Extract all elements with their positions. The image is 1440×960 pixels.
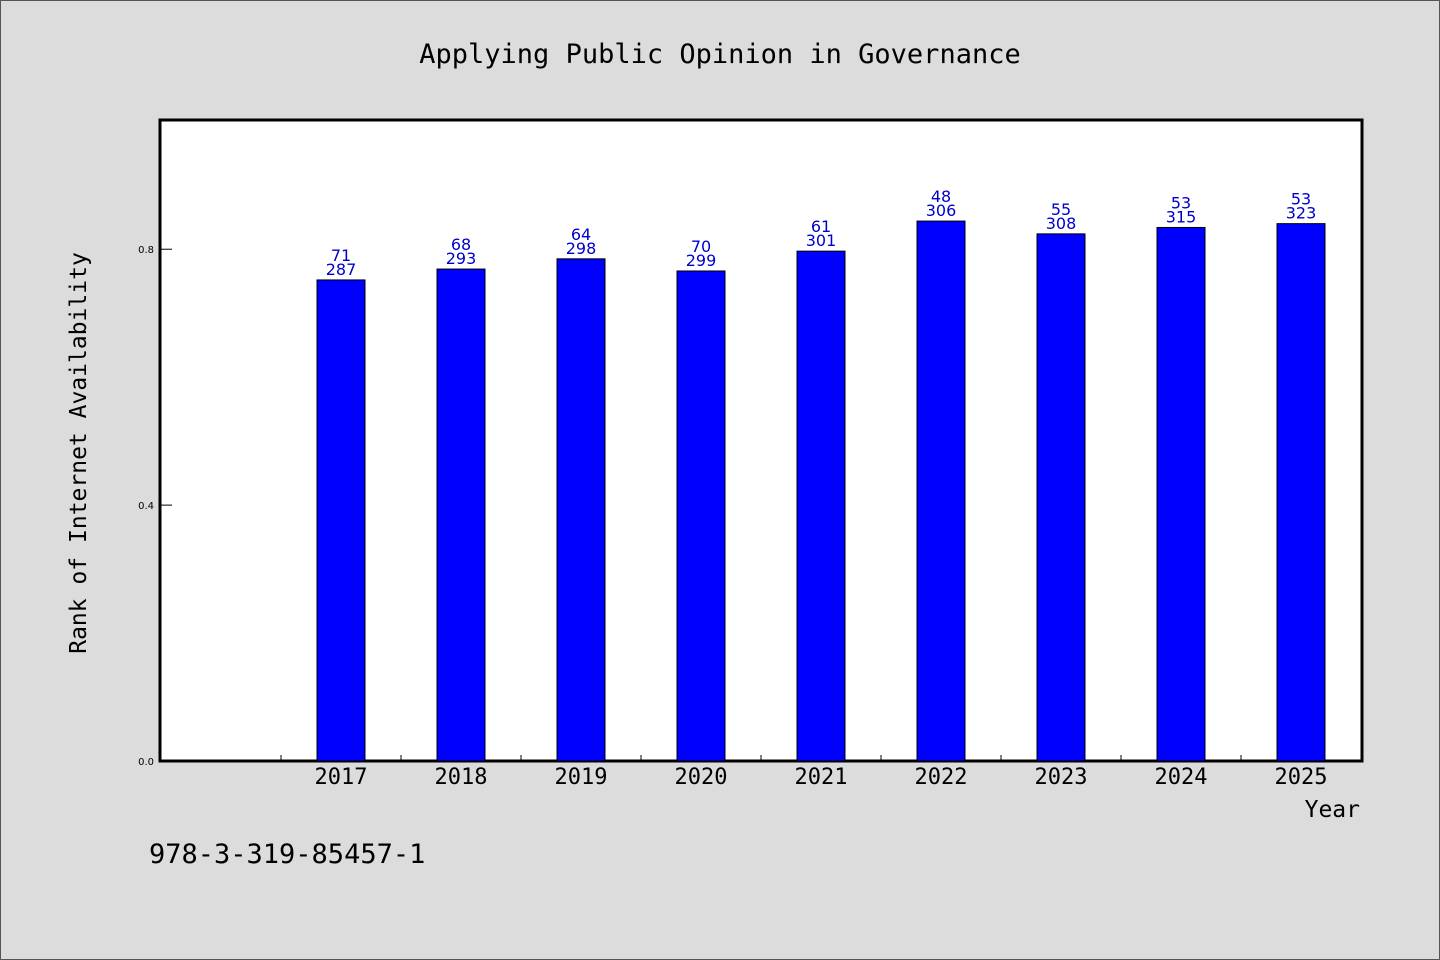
x-tick-label: 2022 — [915, 765, 968, 790]
bar-2021 — [796, 250, 846, 762]
data-label-bottom: 308 — [1046, 214, 1077, 233]
x-axis-label: Year — [1305, 797, 1360, 823]
data-label-top: 55 — [1051, 200, 1071, 219]
data-label-bottom: 323 — [1286, 204, 1317, 223]
data-label-top: 48 — [931, 187, 951, 206]
data-label-bottom: 299 — [686, 251, 717, 270]
y-tick-label: 0.0 — [138, 757, 154, 768]
data-label-top: 70 — [691, 237, 711, 256]
y-axis-label: Rank of Internet Availability — [66, 252, 92, 654]
data-label-top: 61 — [811, 217, 831, 236]
data-label-top: 53 — [1171, 193, 1191, 212]
bar-2017 — [316, 279, 366, 762]
x-tick-label: 2018 — [435, 765, 488, 790]
footnote-isbn: 978-3-319-85457-1 — [149, 839, 425, 870]
bar-2024 — [1156, 226, 1206, 762]
chart-title: Applying Public Opinion in Governance — [419, 39, 1020, 70]
data-label-top: 64 — [571, 225, 591, 244]
data-label-bottom: 293 — [446, 249, 477, 268]
bars-layer — [316, 220, 1326, 762]
x-tick-label: 2023 — [1035, 765, 1088, 790]
bar-2025 — [1276, 223, 1326, 762]
y-tick-label: 0.8 — [138, 245, 154, 256]
data-label-bottom: 315 — [1166, 207, 1197, 226]
x-tick-label: 2017 — [315, 765, 368, 790]
bar-2018 — [436, 268, 486, 762]
bar-2022 — [916, 220, 966, 762]
x-tick-label: 2021 — [795, 765, 848, 790]
x-tick-label: 2024 — [1155, 765, 1208, 790]
data-label-bottom: 298 — [566, 239, 597, 258]
x-tick-label: 2020 — [675, 765, 728, 790]
data-label-top: 68 — [451, 235, 471, 254]
x-tick-label: 2019 — [555, 765, 608, 790]
ticks-layer: 2017 2018 2019 2020 2021 2022 2023 2024 2025 0.0 0… — [138, 245, 1362, 790]
data-label-top: 71 — [331, 246, 351, 265]
data-label-bottom: 301 — [806, 231, 837, 250]
data-label-bottom: 306 — [926, 201, 957, 220]
y-tick-label: 0.4 — [138, 501, 154, 512]
x-tick-label: 2025 — [1275, 765, 1328, 790]
data-label-bottom: 287 — [326, 260, 357, 279]
data-label-top: 53 — [1291, 190, 1311, 209]
bar-2019 — [556, 258, 606, 762]
bar-2020 — [676, 270, 726, 762]
bar-2023 — [1036, 233, 1086, 762]
